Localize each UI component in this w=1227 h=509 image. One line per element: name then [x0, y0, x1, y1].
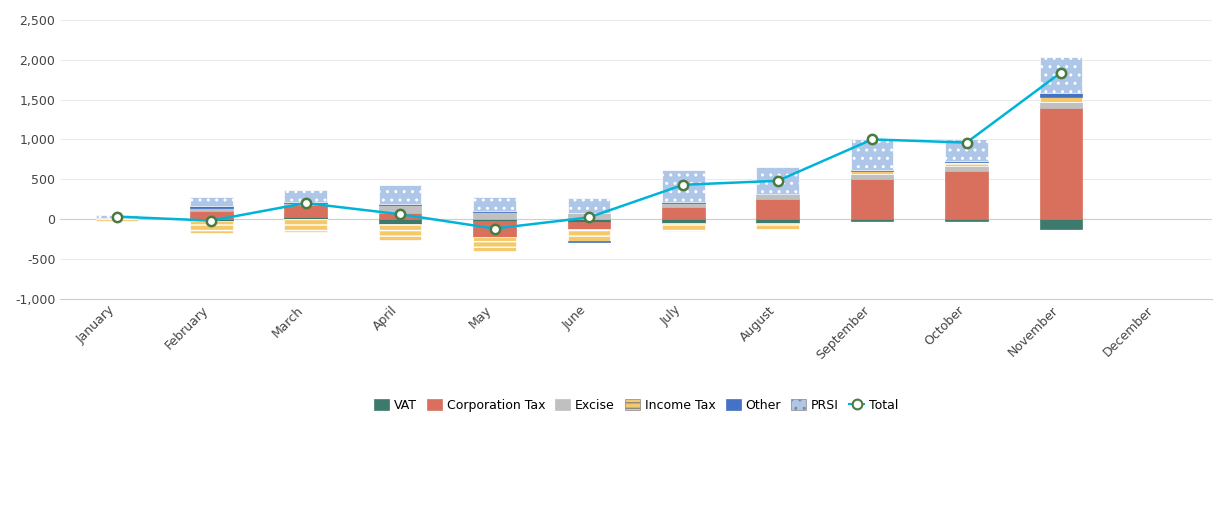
Bar [757, 199, 799, 219]
Bar [757, 194, 799, 199]
Bar [850, 169, 893, 171]
Bar [379, 185, 421, 204]
Bar [379, 213, 421, 219]
Bar [379, 205, 421, 213]
Bar [1039, 102, 1082, 107]
Bar [568, 241, 610, 242]
Bar [96, 215, 139, 218]
Bar [474, 237, 515, 251]
Bar [757, 223, 799, 230]
Bar [190, 208, 233, 211]
Bar [379, 224, 421, 240]
Bar [190, 219, 233, 220]
Bar [945, 219, 988, 221]
Bar [285, 189, 326, 202]
Bar [285, 217, 326, 219]
Bar [663, 207, 704, 219]
Point [768, 177, 788, 185]
Bar [285, 206, 326, 217]
Bar [474, 196, 515, 211]
Bar [1039, 219, 1082, 230]
Bar [474, 219, 515, 220]
Point [107, 213, 126, 221]
Bar [945, 138, 988, 161]
Bar [945, 166, 988, 171]
Bar [663, 171, 704, 202]
Bar [663, 203, 704, 207]
Bar [568, 222, 610, 229]
Bar [190, 206, 233, 208]
Bar [474, 220, 515, 237]
Bar [285, 203, 326, 206]
Bar [568, 197, 610, 213]
Bar [945, 171, 988, 219]
Bar [568, 219, 610, 222]
Bar [757, 193, 799, 194]
Bar [1039, 58, 1082, 93]
Legend: VAT, Corporation Tax, Excise, Income Tax, Other, PRSI, Total: VAT, Corporation Tax, Excise, Income Tax… [369, 394, 903, 417]
Bar [285, 219, 326, 232]
Point [863, 135, 882, 144]
Bar [850, 179, 893, 219]
Point [957, 138, 977, 147]
Point [390, 210, 410, 218]
Bar [663, 202, 704, 203]
Point [579, 213, 599, 221]
Bar [190, 196, 233, 206]
Bar [663, 223, 704, 231]
Bar [568, 213, 610, 219]
Bar [1039, 97, 1082, 102]
Bar [568, 229, 610, 241]
Point [1052, 69, 1071, 77]
Point [485, 224, 504, 233]
Bar [945, 162, 988, 166]
Bar [850, 175, 893, 179]
Bar [190, 220, 233, 233]
Bar [474, 211, 515, 212]
Bar [190, 211, 233, 219]
Bar [379, 204, 421, 205]
Point [296, 199, 315, 207]
Bar [379, 219, 421, 224]
Bar [663, 219, 704, 223]
Bar [1039, 93, 1082, 97]
Bar [850, 219, 893, 221]
Bar [850, 171, 893, 175]
Bar [285, 202, 326, 203]
Bar [1039, 107, 1082, 219]
Point [674, 181, 693, 189]
Bar [474, 212, 515, 219]
Bar [757, 219, 799, 223]
Bar [96, 219, 139, 220]
Bar [945, 161, 988, 162]
Bar [757, 167, 799, 193]
Bar [850, 139, 893, 169]
Point [201, 216, 221, 224]
